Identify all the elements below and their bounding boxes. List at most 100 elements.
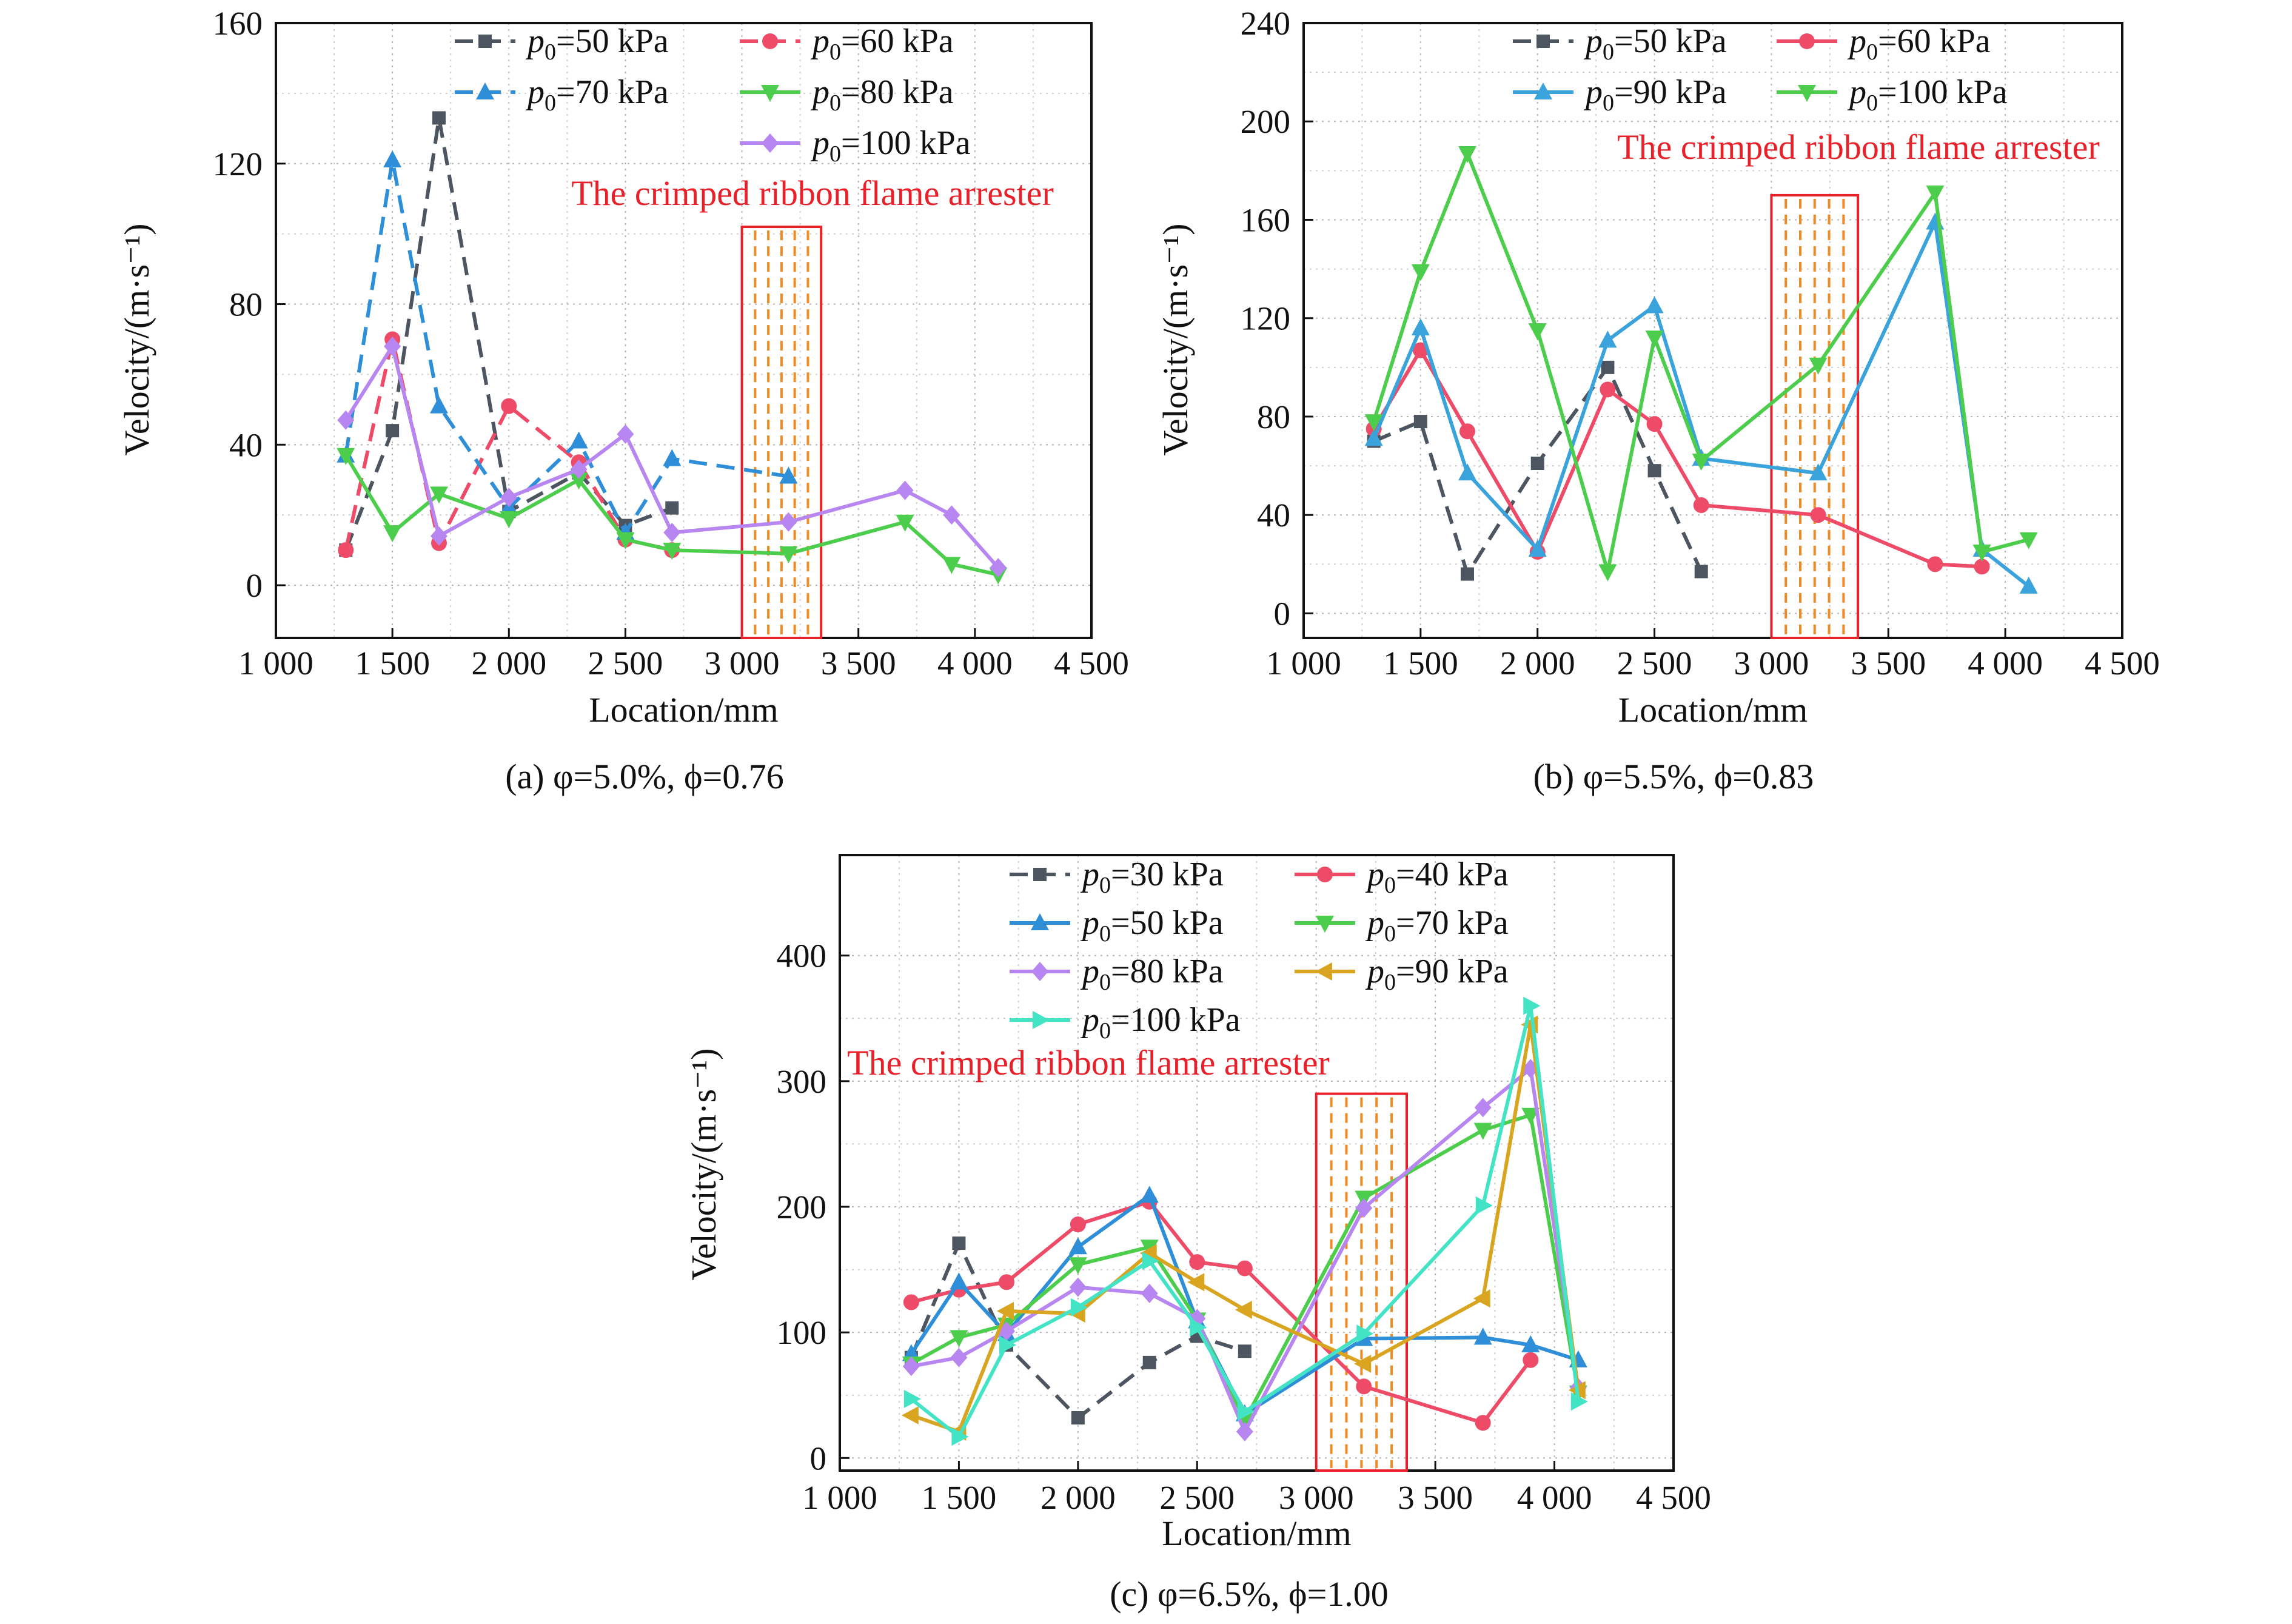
plot-frame <box>1302 22 2123 639</box>
y-tick-label: 0 <box>810 1440 827 1477</box>
data-point <box>1236 1421 1253 1441</box>
data-point <box>1809 463 1828 481</box>
chart-caption: (c) φ=6.5%, ϕ=1.00 <box>1110 1574 1389 1614</box>
series-line <box>344 158 789 535</box>
data-point <box>952 1236 966 1250</box>
data-point <box>569 431 588 449</box>
data-point <box>1647 464 1661 478</box>
data-point <box>943 505 960 525</box>
data-point <box>1693 497 1709 513</box>
y-tick-label: 0 <box>246 567 263 604</box>
x-tick-label: 1 500 <box>355 645 430 682</box>
legend-marker <box>1031 913 1049 930</box>
legend-label: p0=90 kPa <box>1365 953 1509 995</box>
x-axis-title: Location/mm <box>1618 690 1808 730</box>
data-point <box>1521 1107 1540 1125</box>
legend-marker <box>1033 1011 1050 1029</box>
data-point <box>1645 296 1664 314</box>
legend-item: p0=100 kPa <box>740 124 971 167</box>
data-point <box>1355 1198 1373 1218</box>
x-tick-label: 4 500 <box>1054 645 1129 682</box>
data-point <box>1810 507 1826 523</box>
y-tick-label: 240 <box>1241 5 1291 42</box>
y-tick-label: 80 <box>229 286 263 323</box>
x-axis-title: Location/mm <box>589 690 779 730</box>
series-line <box>911 1200 1532 1425</box>
x-tick-label: 3 500 <box>821 645 896 682</box>
data-point <box>950 1272 968 1290</box>
data-point <box>617 424 634 444</box>
arrester-box <box>1315 1092 1409 1472</box>
legend-label: p0=30 kPa <box>1080 856 1224 898</box>
data-point <box>1598 331 1617 348</box>
y-tick-label: 0 <box>1274 595 1291 632</box>
flame-arrester-region <box>1770 193 1860 640</box>
x-tick-label: 3 500 <box>1398 1479 1473 1516</box>
legend-item: p0=80 kPa <box>740 73 954 116</box>
y-tick-label: 40 <box>1257 497 1290 534</box>
data-point <box>1570 1392 1588 1411</box>
x-tick-label: 3 500 <box>1851 645 1926 682</box>
data-point <box>902 1357 920 1377</box>
x-tick-label: 4 500 <box>1636 1479 1711 1516</box>
data-point <box>999 1335 1016 1354</box>
data-point <box>1411 264 1430 281</box>
legend-marker <box>1317 867 1333 882</box>
arrester-annotation: The crimped ribbon flame arrester <box>571 173 1054 213</box>
x-axis-title: Location/mm <box>1162 1514 1352 1553</box>
data-point <box>616 532 635 549</box>
legend-item: p0=100 kPa <box>1777 73 2008 116</box>
legend-marker <box>761 85 779 102</box>
plot-frame <box>839 854 1675 1472</box>
legend-label: p0=100 kPa <box>1847 73 2008 116</box>
legend-item: p0=100 kPa <box>1010 1001 1241 1044</box>
y-axis-title: Velocity/(m·s⁻¹) <box>117 223 156 455</box>
x-tick-label: 1 000 <box>1266 645 1341 682</box>
x-tick-label: 4 000 <box>1517 1479 1592 1516</box>
data-point <box>1645 331 1664 348</box>
data-point <box>1692 453 1711 471</box>
legend-marker <box>1316 916 1334 933</box>
data-point <box>779 546 798 563</box>
y-tick-label: 80 <box>1257 398 1290 435</box>
data-point <box>903 1294 919 1310</box>
y-axis-title: Velocity/(m·s⁻¹) <box>684 1048 723 1280</box>
data-point <box>950 1330 968 1347</box>
legend: p0=30 kPa p0=40 kPa p0=50 kPa p0=70 kPa p0=8… <box>1010 856 1509 1044</box>
data-point <box>1473 1122 1492 1140</box>
y-tick-label: 400 <box>777 938 827 975</box>
data-point <box>430 486 448 504</box>
data-point <box>1473 1327 1492 1345</box>
data-point <box>1142 1355 1156 1369</box>
data-point <box>1458 146 1476 163</box>
data-point <box>1475 1415 1491 1431</box>
data-point <box>1237 1402 1255 1421</box>
data-point <box>1356 1378 1372 1395</box>
series-line <box>1372 348 1982 569</box>
x-tick-label: 4 000 <box>1968 645 2043 682</box>
legend-item: p0=50 kPa <box>1010 904 1224 947</box>
data-point <box>500 511 518 528</box>
data-point <box>779 466 798 484</box>
data-point <box>1142 1252 1159 1270</box>
legend-label: p0=100 kPa <box>1080 1001 1241 1044</box>
series-line <box>1372 220 2030 588</box>
x-tick-label: 3 000 <box>1734 645 1809 682</box>
data-point <box>896 514 914 532</box>
x-tick-label: 2 000 <box>1040 1479 1116 1516</box>
legend-marker <box>1315 962 1332 981</box>
legend-label: p0=80 kPa <box>810 73 954 116</box>
legend-item: p0=70 kPa <box>1295 904 1509 947</box>
data-point <box>1475 1196 1493 1215</box>
data-point <box>1646 416 1663 432</box>
data-point <box>1598 564 1617 582</box>
x-tick-label: 4 000 <box>937 645 1013 682</box>
chart-caption: (b) φ=5.5%, ϕ=0.83 <box>1533 757 1814 796</box>
x-tick-label: 2 000 <box>471 645 546 682</box>
legend-label: p0=90 kPa <box>1583 73 1727 116</box>
data-point <box>1474 1098 1492 1118</box>
data-point <box>1189 1254 1205 1270</box>
series-6 <box>903 996 1588 1446</box>
x-tick-label: 4 500 <box>2085 645 2160 682</box>
